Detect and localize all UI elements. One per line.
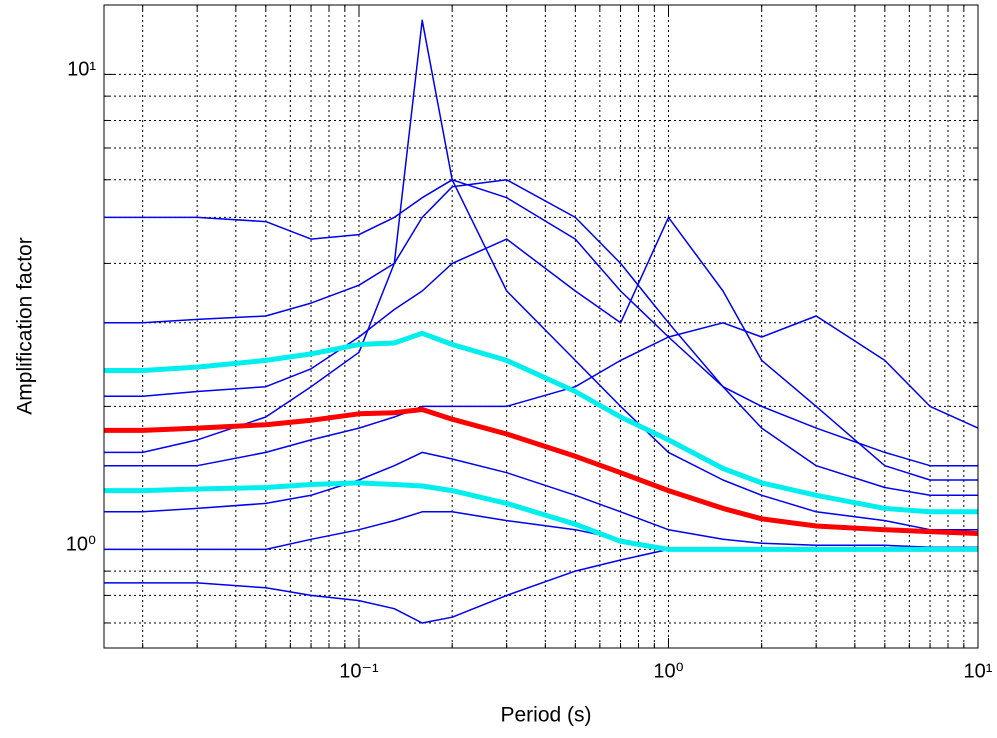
x-tick-label: 10¹ xyxy=(964,660,993,682)
x-tick-label: 10⁻¹ xyxy=(339,660,379,682)
series-line xyxy=(104,480,978,552)
series-line xyxy=(104,330,978,515)
series-line xyxy=(104,179,978,467)
x-axis-label: Period (s) xyxy=(500,704,591,727)
y-axis-label: Amplification factor xyxy=(14,237,37,414)
series-line xyxy=(104,451,978,549)
series-line xyxy=(104,216,978,481)
plot-frame xyxy=(103,4,979,649)
x-tick-label: 10⁰ xyxy=(653,660,683,682)
series-line xyxy=(104,548,978,624)
series-line xyxy=(104,511,978,551)
series-line xyxy=(104,19,978,531)
series-line xyxy=(104,315,978,467)
y-tick-label: 10⁰ xyxy=(66,534,96,556)
y-tick-label: 10¹ xyxy=(67,59,96,81)
series-line xyxy=(104,179,978,497)
series-line xyxy=(104,407,978,536)
